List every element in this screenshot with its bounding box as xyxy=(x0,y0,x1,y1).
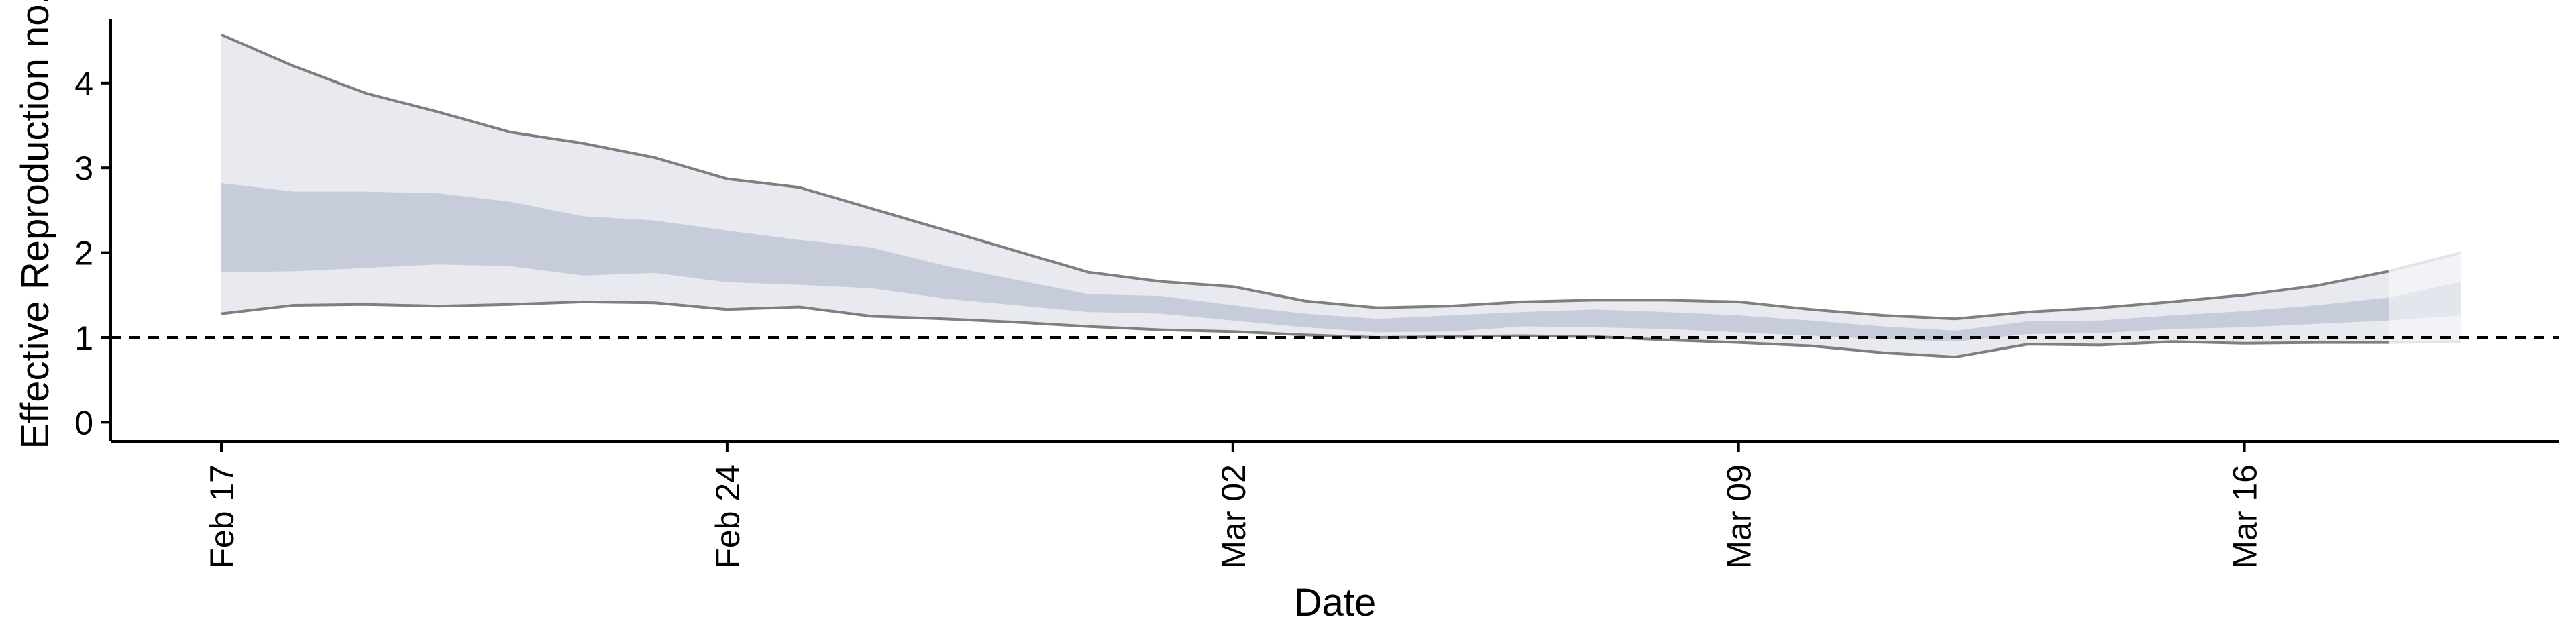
interval-bound-lines xyxy=(221,33,2462,359)
x-axis-title: Date xyxy=(1294,581,1377,625)
x-tick-label: Mar 16 xyxy=(2226,464,2264,569)
inner-band-estimate xyxy=(221,183,2389,342)
lower-bound-line-projection xyxy=(2388,340,2461,344)
upper-bound-line xyxy=(221,33,2390,321)
y-axis-title: Effective Reproduction no. xyxy=(13,0,57,449)
y-ticks: 0 1 2 3 4 xyxy=(74,65,111,441)
credible-interval-bands xyxy=(221,34,2461,358)
upper-bound-line-projection xyxy=(2388,251,2462,273)
x-tick-label: Feb 17 xyxy=(203,464,241,569)
axes xyxy=(109,19,2559,443)
y-tick-label: 2 xyxy=(74,235,93,272)
y-tick-label: 1 xyxy=(74,319,93,357)
y-tick-label: 0 xyxy=(74,404,93,441)
x-tick-label: Mar 09 xyxy=(1721,464,1758,569)
y-tick-label: 4 xyxy=(74,65,93,103)
inner-band-projection xyxy=(2389,281,2461,321)
x-ticks: Feb 17 Feb 24 Mar 02 Mar 09 Mar 16 xyxy=(203,441,2264,569)
x-tick-label: Mar 02 xyxy=(1215,464,1252,569)
lower-bound-line xyxy=(221,300,2389,359)
x-tick-label: Feb 24 xyxy=(709,464,747,569)
y-tick-label: 3 xyxy=(74,150,93,187)
